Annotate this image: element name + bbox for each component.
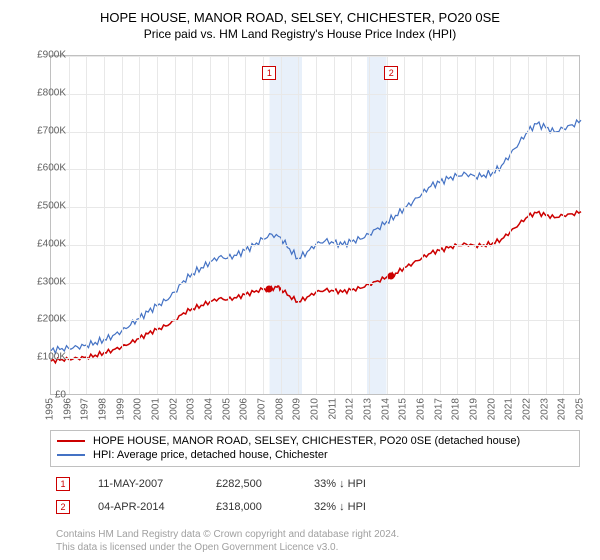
y-axis-label: £500K (22, 201, 66, 212)
y-axis-label: £700K (22, 125, 66, 136)
legend-swatch (57, 454, 85, 456)
sale-delta: 33% ↓ HPI (314, 478, 366, 490)
x-axis-label: 2003 (186, 398, 197, 420)
x-axis-label: 2004 (204, 398, 215, 420)
x-axis-label: 2010 (310, 398, 321, 420)
x-axis-label: 2009 (292, 398, 303, 420)
legend-item: HPI: Average price, detached house, Chic… (57, 448, 573, 462)
y-axis-label: £100K (22, 352, 66, 363)
x-axis-label: 2022 (522, 398, 533, 420)
x-axis-label: 2018 (451, 398, 462, 420)
x-axis-label: 2021 (504, 398, 515, 420)
chart-plot-area: 12 (50, 55, 580, 395)
chart-subtitle: Price paid vs. HM Land Registry's House … (0, 25, 600, 47)
y-axis-label: £400K (22, 238, 66, 249)
sale-dot (388, 272, 395, 279)
sale-date: 04-APR-2014 (98, 501, 188, 513)
legend-label: HOPE HOUSE, MANOR ROAD, SELSEY, CHICHEST… (93, 435, 520, 447)
legend-label: HPI: Average price, detached house, Chic… (93, 449, 328, 461)
x-axis-label: 2006 (239, 398, 250, 420)
footer-line: This data is licensed under the Open Gov… (56, 541, 399, 554)
sale-row: 2 04-APR-2014 £318,000 32% ↓ HPI (56, 500, 366, 514)
sale-date: 11-MAY-2007 (98, 478, 188, 490)
y-axis-label: £300K (22, 276, 66, 287)
y-axis-label: £200K (22, 314, 66, 325)
x-axis-label: 2016 (416, 398, 427, 420)
x-axis-label: 2019 (469, 398, 480, 420)
x-axis-label: 1998 (98, 398, 109, 420)
legend-item: HOPE HOUSE, MANOR ROAD, SELSEY, CHICHEST… (57, 434, 573, 448)
footer-line: Contains HM Land Registry data © Crown c… (56, 528, 399, 541)
x-axis-label: 2020 (486, 398, 497, 420)
x-axis-label: 2000 (133, 398, 144, 420)
x-axis-label: 2017 (433, 398, 444, 420)
x-axis-label: 2005 (221, 398, 232, 420)
x-axis-label: 1996 (62, 398, 73, 420)
x-axis-label: 1999 (115, 398, 126, 420)
sale-price: £318,000 (216, 501, 286, 513)
sale-marker-icon: 1 (56, 477, 70, 491)
x-axis-label: 2025 (575, 398, 586, 420)
x-axis-label: 1997 (80, 398, 91, 420)
x-axis-label: 2011 (327, 398, 338, 420)
footer-attribution: Contains HM Land Registry data © Crown c… (56, 528, 399, 554)
sale-marker-label: 2 (384, 66, 398, 80)
sale-delta: 32% ↓ HPI (314, 501, 366, 513)
sale-price: £282,500 (216, 478, 286, 490)
x-axis-label: 2013 (363, 398, 374, 420)
x-axis-label: 2024 (557, 398, 568, 420)
x-axis-label: 2001 (151, 398, 162, 420)
sale-marker-icon: 2 (56, 500, 70, 514)
x-axis-label: 2014 (380, 398, 391, 420)
x-axis-label: 2008 (274, 398, 285, 420)
sale-row: 1 11-MAY-2007 £282,500 33% ↓ HPI (56, 477, 366, 491)
x-axis-label: 1995 (45, 398, 56, 420)
y-axis-label: £600K (22, 163, 66, 174)
y-axis-label: £900K (22, 50, 66, 61)
legend: HOPE HOUSE, MANOR ROAD, SELSEY, CHICHEST… (50, 430, 580, 467)
x-axis-label: 2002 (168, 398, 179, 420)
sale-dot (266, 286, 273, 293)
x-axis-label: 2012 (345, 398, 356, 420)
x-axis-label: 2015 (398, 398, 409, 420)
x-axis-label: 2023 (539, 398, 550, 420)
x-axis-label: 2007 (257, 398, 268, 420)
y-axis-label: £800K (22, 87, 66, 98)
chart-title: HOPE HOUSE, MANOR ROAD, SELSEY, CHICHEST… (0, 0, 600, 25)
sale-marker-label: 1 (262, 66, 276, 80)
legend-swatch (57, 440, 85, 442)
